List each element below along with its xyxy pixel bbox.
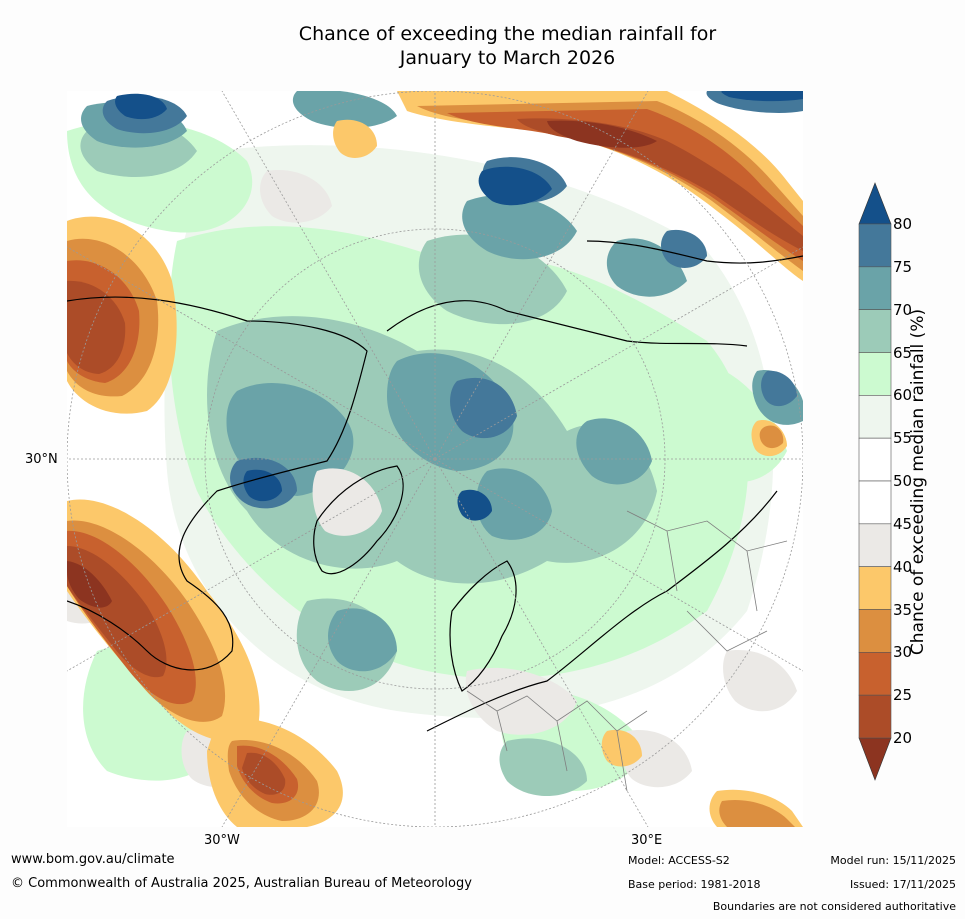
colorbar-title: Chance of exceeding median rainfall (%)	[908, 308, 928, 656]
colorbar-tick-50: 50	[893, 472, 913, 490]
borders-asia	[626, 510, 788, 652]
colorbar-band-25-30	[858, 652, 892, 696]
colorbar-bands	[858, 223, 892, 739]
colorbar	[850, 180, 960, 785]
boundaries-disclaimer: Boundaries are not considered authoritat…	[712, 900, 956, 913]
colorbar-tick-40: 40	[893, 557, 913, 576]
colorbar-lower-arrow	[858, 737, 892, 781]
graticule	[67, 91, 803, 827]
base-period: Base period: 1981-2018	[628, 878, 761, 891]
colorbar-band-65-70	[858, 309, 892, 353]
coastline-eurasia	[426, 240, 803, 732]
colorbar-band-35-40	[858, 566, 892, 610]
colorbar-band-30-35	[858, 609, 892, 653]
colorbar-tick-20: 20	[893, 729, 913, 747]
rainfall-dark-brown-region	[67, 120, 657, 608]
colorbar-band-45-50	[858, 480, 892, 525]
meridian-120e	[434, 246, 803, 460]
copyright-text: © Commonwealth of Australia 2025, Austra…	[11, 876, 472, 891]
coastline-greenland	[313, 465, 404, 575]
meridian-60e	[434, 458, 803, 672]
colorbar-band-55-60	[858, 395, 892, 439]
website-link[interactable]: www.bom.gov.au/climate	[11, 852, 175, 867]
colorbar-tick-45: 45	[893, 514, 913, 533]
colorbar-tick-65: 65	[893, 343, 913, 362]
model-run-date: Model run: 15/11/2025	[830, 854, 956, 867]
colorbar-tick-35: 35	[893, 600, 913, 619]
colorbar-upper-arrow	[858, 182, 892, 225]
country-borders	[466, 510, 788, 792]
colorbar-band-40-45	[858, 523, 892, 567]
map-canvas	[67, 91, 803, 827]
borders-europe	[466, 690, 648, 792]
latitude-label-30n: 30°N	[25, 452, 58, 467]
colorbar-band-20-25	[858, 694, 892, 739]
colorbar-band-60-65	[858, 352, 892, 396]
colorbar-tick-70: 70	[893, 300, 913, 319]
rainfall-map	[67, 91, 803, 827]
title-line-2: January to March 2026	[399, 47, 616, 69]
issued-date: Issued: 17/11/2025	[849, 878, 956, 891]
model-name: Model: ACCESS-S2	[628, 854, 730, 867]
chart-title: Chance of exceeding the median rainfall …	[230, 22, 785, 70]
meridian-150e	[434, 91, 649, 460]
colorbar-band-50-55	[858, 437, 892, 482]
colorbar-band-70-75	[858, 266, 892, 310]
longitude-label-30e: 30°E	[631, 833, 663, 848]
colorbar-tick-25: 25	[893, 686, 913, 705]
colorbar-tick-30: 30	[893, 643, 913, 662]
meridian-30w	[221, 458, 436, 827]
colorbar-canvas	[858, 182, 892, 781]
coastlines	[67, 240, 803, 732]
rainfall-rust-region	[67, 118, 803, 795]
meridian-30e	[434, 458, 649, 827]
colorbar-band-75-80	[858, 223, 892, 268]
meridian-150w	[221, 91, 436, 460]
colorbar-tick-55: 55	[893, 429, 913, 448]
coastline-scandinavia	[449, 560, 517, 692]
colorbar-tick-60: 60	[893, 386, 913, 405]
meridian-120w	[67, 246, 436, 460]
colorbar-tick-75: 75	[893, 257, 913, 276]
coastline-north-america	[67, 296, 368, 671]
coastline-siberia	[386, 300, 748, 347]
rainfall-dark-blue-region	[115, 91, 803, 521]
longitude-label-30w: 30°W	[204, 833, 240, 848]
colorbar-tick-80: 80	[893, 215, 913, 233]
title-line-1: Chance of exceeding the median rainfall …	[298, 23, 717, 45]
meridian-60w	[67, 458, 436, 672]
